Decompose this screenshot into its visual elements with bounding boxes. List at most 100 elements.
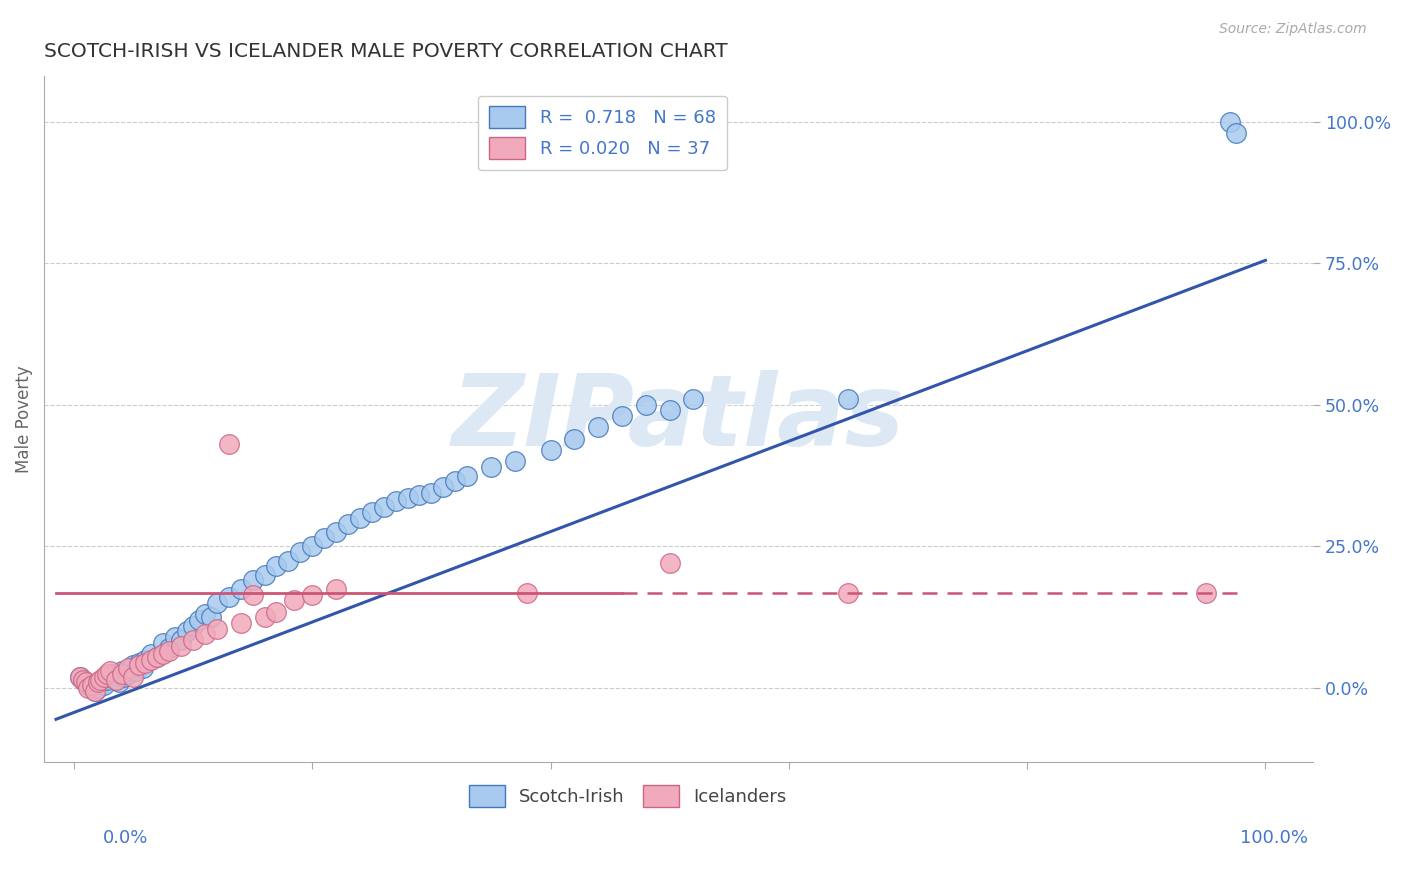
Point xyxy=(658,403,681,417)
Point xyxy=(360,506,382,520)
Point xyxy=(503,454,526,468)
Point xyxy=(181,632,204,647)
Point xyxy=(373,500,395,514)
Legend: Scotch-Irish, Icelanders: Scotch-Irish, Icelanders xyxy=(461,778,794,814)
Point xyxy=(93,670,115,684)
Point xyxy=(336,516,359,531)
Point xyxy=(283,593,305,607)
Point xyxy=(540,443,562,458)
Point xyxy=(77,678,100,692)
Point xyxy=(69,670,91,684)
Point xyxy=(98,664,121,678)
Point xyxy=(218,591,240,605)
Point xyxy=(104,673,127,687)
Point xyxy=(266,559,288,574)
Point xyxy=(194,627,217,641)
Point xyxy=(301,588,323,602)
Point xyxy=(69,670,91,684)
Point xyxy=(325,525,347,540)
Point xyxy=(112,670,135,684)
Point xyxy=(456,468,478,483)
Point xyxy=(205,622,228,636)
Text: 0.0%: 0.0% xyxy=(103,829,148,847)
Point xyxy=(117,667,139,681)
Point xyxy=(200,610,222,624)
Point xyxy=(176,624,198,639)
Point xyxy=(194,607,217,622)
Point xyxy=(837,586,859,600)
Point xyxy=(266,605,288,619)
Point xyxy=(87,681,110,695)
Point xyxy=(75,675,97,690)
Point xyxy=(80,678,103,692)
Point xyxy=(93,678,115,692)
Point xyxy=(157,641,180,656)
Text: Source: ZipAtlas.com: Source: ZipAtlas.com xyxy=(1219,22,1367,37)
Point xyxy=(101,667,124,681)
Point xyxy=(229,615,252,630)
Point xyxy=(96,667,118,681)
Point xyxy=(77,681,100,695)
Point xyxy=(72,673,94,687)
Point xyxy=(152,647,174,661)
Point xyxy=(205,596,228,610)
Text: SCOTCH-IRISH VS ICELANDER MALE POVERTY CORRELATION CHART: SCOTCH-IRISH VS ICELANDER MALE POVERTY C… xyxy=(44,42,728,61)
Point xyxy=(218,437,240,451)
Point xyxy=(165,630,187,644)
Point xyxy=(682,392,704,406)
Point xyxy=(181,619,204,633)
Point xyxy=(242,574,264,588)
Point xyxy=(349,511,371,525)
Point xyxy=(146,649,169,664)
Point xyxy=(408,488,430,502)
Point xyxy=(229,582,252,596)
Point xyxy=(84,684,107,698)
Point xyxy=(89,673,111,687)
Point xyxy=(432,480,454,494)
Point xyxy=(89,675,111,690)
Point xyxy=(658,557,681,571)
Point xyxy=(170,632,193,647)
Point xyxy=(72,673,94,687)
Point xyxy=(132,661,155,675)
Point xyxy=(122,658,145,673)
Point xyxy=(157,644,180,658)
Point xyxy=(314,531,336,545)
Point xyxy=(128,658,150,673)
Point xyxy=(586,420,609,434)
Point xyxy=(188,613,211,627)
Point xyxy=(141,647,163,661)
Point xyxy=(1225,126,1247,140)
Point xyxy=(242,588,264,602)
Point xyxy=(479,460,502,475)
Point xyxy=(98,670,121,684)
Point xyxy=(837,392,859,406)
Point xyxy=(444,475,467,489)
Point xyxy=(610,409,633,424)
Point xyxy=(290,545,312,559)
Point xyxy=(75,675,97,690)
Point xyxy=(146,649,169,664)
Point xyxy=(80,681,103,695)
Point xyxy=(253,567,276,582)
Point xyxy=(117,661,139,675)
Point xyxy=(104,673,127,687)
Point xyxy=(122,670,145,684)
Text: ZIPatlas: ZIPatlas xyxy=(451,370,905,467)
Point xyxy=(87,675,110,690)
Point xyxy=(516,586,538,600)
Point xyxy=(420,485,443,500)
Point xyxy=(634,398,657,412)
Point xyxy=(384,494,406,508)
Point xyxy=(170,639,193,653)
Point xyxy=(96,673,118,687)
Point xyxy=(128,656,150,670)
Point xyxy=(253,610,276,624)
Point xyxy=(134,656,156,670)
Y-axis label: Male Poverty: Male Poverty xyxy=(15,365,32,473)
Point xyxy=(1195,586,1218,600)
Point xyxy=(141,653,163,667)
Point xyxy=(84,684,107,698)
Point xyxy=(396,491,419,506)
Point xyxy=(108,675,131,690)
